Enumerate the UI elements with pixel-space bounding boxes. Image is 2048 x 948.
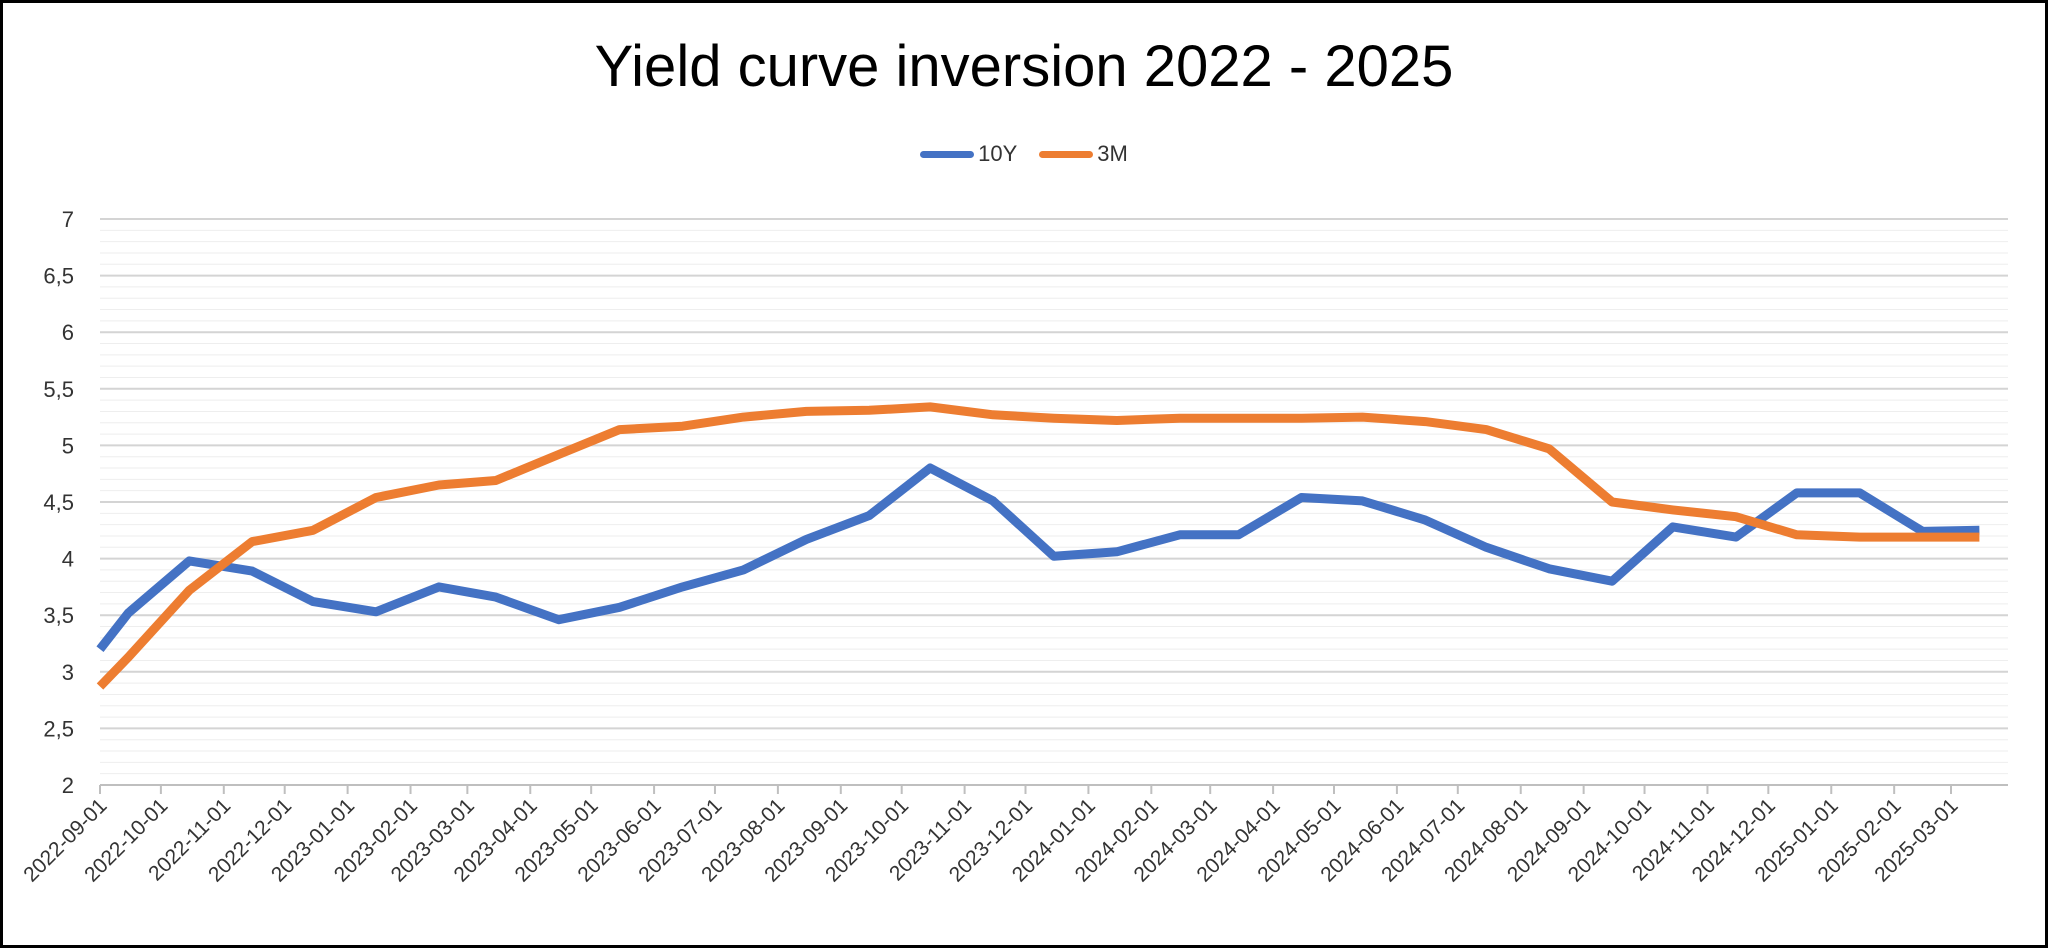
y-tick-label: 7 [62,207,74,232]
series-line-3m [96,402,1980,690]
y-tick-label: 2,5 [43,716,74,741]
chart-title: Yield curve inversion 2022 - 2025 [594,34,1454,99]
legend: 10Y 3M [3,141,2045,167]
legend-label-10y: 10Y [978,141,1018,166]
legend-swatch-10y [920,150,975,158]
y-tick-label: 5 [62,433,74,458]
y-tick-label: 2 [62,773,74,798]
y-tick-label: 4 [62,547,74,572]
series-line-10y [96,463,1980,652]
legend-swatch-3m [1039,150,1094,158]
legend-item-10y: 10Y [920,141,1017,167]
y-tick-label: 6,5 [43,264,74,289]
legend-item-3m: 3M [1039,141,1128,167]
y-tick-label: 6 [62,320,74,345]
legend-label-3m: 3M [1097,141,1128,166]
y-tick-label: 3,5 [43,603,74,628]
y-tick-label: 5,5 [43,377,74,402]
y-tick-label: 3 [62,660,74,685]
plot-area: 22,533,544,555,566,572022-09-012022-10-0… [19,207,2008,886]
y-tick-label: 4,5 [43,490,74,515]
